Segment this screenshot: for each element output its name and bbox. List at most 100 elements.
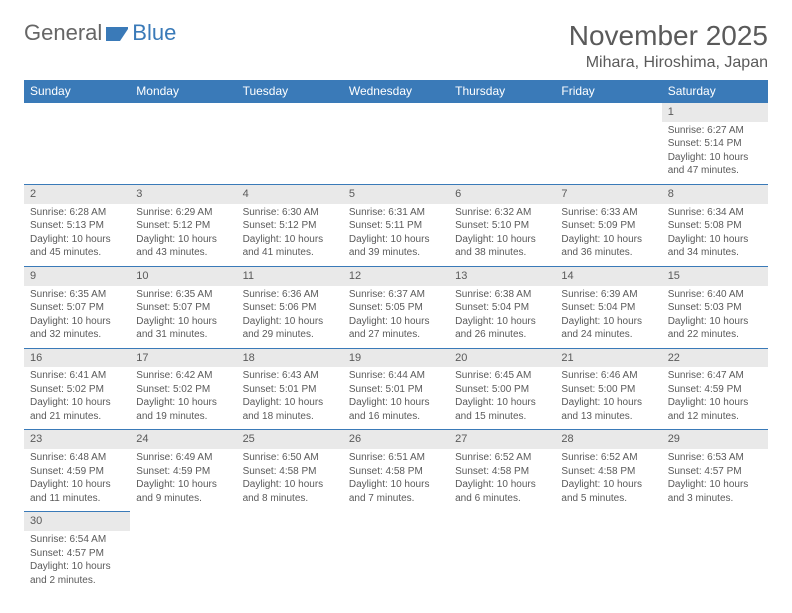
day-daylight1: Daylight: 10 hours bbox=[30, 315, 124, 329]
day-sunset: Sunset: 4:59 PM bbox=[136, 465, 230, 479]
day-header: Tuesday bbox=[237, 80, 343, 103]
day-daylight1: Daylight: 10 hours bbox=[668, 315, 762, 329]
day-detail-row: Sunrise: 6:48 AMSunset: 4:59 PMDaylight:… bbox=[24, 449, 768, 512]
day-detail: Sunrise: 6:33 AMSunset: 5:09 PMDaylight:… bbox=[555, 204, 661, 267]
day-daylight2: and 29 minutes. bbox=[243, 328, 337, 342]
day-daylight2: and 27 minutes. bbox=[349, 328, 443, 342]
day-sunrise: Sunrise: 6:35 AM bbox=[136, 288, 230, 302]
empty-cell bbox=[24, 122, 130, 185]
day-daylight2: and 12 minutes. bbox=[668, 410, 762, 424]
day-detail: Sunrise: 6:35 AMSunset: 5:07 PMDaylight:… bbox=[24, 286, 130, 349]
day-detail: Sunrise: 6:48 AMSunset: 4:59 PMDaylight:… bbox=[24, 449, 130, 512]
day-detail: Sunrise: 6:27 AMSunset: 5:14 PMDaylight:… bbox=[662, 122, 768, 185]
day-detail: Sunrise: 6:34 AMSunset: 5:08 PMDaylight:… bbox=[662, 204, 768, 267]
day-number: 20 bbox=[449, 348, 555, 367]
day-header: Monday bbox=[130, 80, 236, 103]
empty-cell bbox=[662, 512, 768, 531]
location: Mihara, Hiroshima, Japan bbox=[569, 54, 768, 72]
empty-cell bbox=[237, 531, 343, 593]
day-sunset: Sunset: 4:58 PM bbox=[349, 465, 443, 479]
day-sunset: Sunset: 4:59 PM bbox=[30, 465, 124, 479]
day-number: 22 bbox=[662, 348, 768, 367]
day-sunrise: Sunrise: 6:27 AM bbox=[668, 124, 762, 138]
day-number: 10 bbox=[130, 266, 236, 285]
day-sunrise: Sunrise: 6:35 AM bbox=[30, 288, 124, 302]
day-daylight2: and 38 minutes. bbox=[455, 246, 549, 260]
day-daylight1: Daylight: 10 hours bbox=[243, 315, 337, 329]
day-sunrise: Sunrise: 6:29 AM bbox=[136, 206, 230, 220]
day-number-row: 16171819202122 bbox=[24, 348, 768, 367]
day-sunrise: Sunrise: 6:32 AM bbox=[455, 206, 549, 220]
day-number-row: 23242526272829 bbox=[24, 430, 768, 449]
day-sunset: Sunset: 5:09 PM bbox=[561, 219, 655, 233]
day-sunrise: Sunrise: 6:54 AM bbox=[30, 533, 124, 547]
day-number: 1 bbox=[662, 103, 768, 122]
day-number: 18 bbox=[237, 348, 343, 367]
day-number: 19 bbox=[343, 348, 449, 367]
day-detail: Sunrise: 6:28 AMSunset: 5:13 PMDaylight:… bbox=[24, 204, 130, 267]
empty-cell bbox=[24, 103, 130, 122]
day-sunset: Sunset: 5:01 PM bbox=[243, 383, 337, 397]
empty-cell bbox=[343, 122, 449, 185]
day-detail: Sunrise: 6:49 AMSunset: 4:59 PMDaylight:… bbox=[130, 449, 236, 512]
empty-cell bbox=[449, 512, 555, 531]
empty-cell bbox=[555, 122, 661, 185]
day-daylight1: Daylight: 10 hours bbox=[561, 315, 655, 329]
day-detail: Sunrise: 6:46 AMSunset: 5:00 PMDaylight:… bbox=[555, 367, 661, 430]
day-number: 13 bbox=[449, 266, 555, 285]
calendar-body: 1Sunrise: 6:27 AMSunset: 5:14 PMDaylight… bbox=[24, 103, 768, 594]
day-detail: Sunrise: 6:40 AMSunset: 5:03 PMDaylight:… bbox=[662, 286, 768, 349]
day-daylight1: Daylight: 10 hours bbox=[455, 396, 549, 410]
day-daylight2: and 18 minutes. bbox=[243, 410, 337, 424]
empty-cell bbox=[343, 531, 449, 593]
day-daylight1: Daylight: 10 hours bbox=[561, 478, 655, 492]
day-sunset: Sunset: 5:14 PM bbox=[668, 137, 762, 151]
empty-cell bbox=[449, 531, 555, 593]
day-detail-row: Sunrise: 6:27 AMSunset: 5:14 PMDaylight:… bbox=[24, 122, 768, 185]
logo-text-1: General bbox=[24, 20, 102, 46]
day-header: Friday bbox=[555, 80, 661, 103]
day-number: 16 bbox=[24, 348, 130, 367]
day-sunset: Sunset: 5:13 PM bbox=[30, 219, 124, 233]
day-sunrise: Sunrise: 6:36 AM bbox=[243, 288, 337, 302]
day-sunset: Sunset: 5:10 PM bbox=[455, 219, 549, 233]
day-detail: Sunrise: 6:35 AMSunset: 5:07 PMDaylight:… bbox=[130, 286, 236, 349]
day-daylight1: Daylight: 10 hours bbox=[455, 478, 549, 492]
empty-cell bbox=[237, 512, 343, 531]
day-number: 7 bbox=[555, 184, 661, 203]
day-sunset: Sunset: 4:58 PM bbox=[243, 465, 337, 479]
logo-text-2: Blue bbox=[132, 20, 176, 46]
day-daylight2: and 26 minutes. bbox=[455, 328, 549, 342]
day-sunset: Sunset: 5:02 PM bbox=[30, 383, 124, 397]
day-sunset: Sunset: 5:05 PM bbox=[349, 301, 443, 315]
day-sunrise: Sunrise: 6:37 AM bbox=[349, 288, 443, 302]
day-sunset: Sunset: 5:04 PM bbox=[455, 301, 549, 315]
empty-cell bbox=[130, 122, 236, 185]
day-number: 27 bbox=[449, 430, 555, 449]
day-daylight1: Daylight: 10 hours bbox=[349, 233, 443, 247]
day-daylight1: Daylight: 10 hours bbox=[136, 315, 230, 329]
day-sunrise: Sunrise: 6:53 AM bbox=[668, 451, 762, 465]
day-daylight1: Daylight: 10 hours bbox=[349, 478, 443, 492]
day-sunrise: Sunrise: 6:51 AM bbox=[349, 451, 443, 465]
day-daylight2: and 15 minutes. bbox=[455, 410, 549, 424]
day-header: Saturday bbox=[662, 80, 768, 103]
day-daylight2: and 24 minutes. bbox=[561, 328, 655, 342]
day-sunset: Sunset: 5:04 PM bbox=[561, 301, 655, 315]
day-number: 3 bbox=[130, 184, 236, 203]
day-daylight2: and 7 minutes. bbox=[349, 492, 443, 506]
day-daylight1: Daylight: 10 hours bbox=[136, 233, 230, 247]
day-detail: Sunrise: 6:50 AMSunset: 4:58 PMDaylight:… bbox=[237, 449, 343, 512]
day-sunrise: Sunrise: 6:49 AM bbox=[136, 451, 230, 465]
day-daylight2: and 31 minutes. bbox=[136, 328, 230, 342]
day-daylight1: Daylight: 10 hours bbox=[30, 396, 124, 410]
day-daylight2: and 2 minutes. bbox=[30, 574, 124, 588]
day-daylight2: and 45 minutes. bbox=[30, 246, 124, 260]
day-daylight2: and 3 minutes. bbox=[668, 492, 762, 506]
day-sunrise: Sunrise: 6:45 AM bbox=[455, 369, 549, 383]
day-daylight1: Daylight: 10 hours bbox=[668, 233, 762, 247]
day-number: 6 bbox=[449, 184, 555, 203]
day-sunrise: Sunrise: 6:52 AM bbox=[561, 451, 655, 465]
day-detail: Sunrise: 6:38 AMSunset: 5:04 PMDaylight:… bbox=[449, 286, 555, 349]
day-daylight1: Daylight: 10 hours bbox=[136, 396, 230, 410]
